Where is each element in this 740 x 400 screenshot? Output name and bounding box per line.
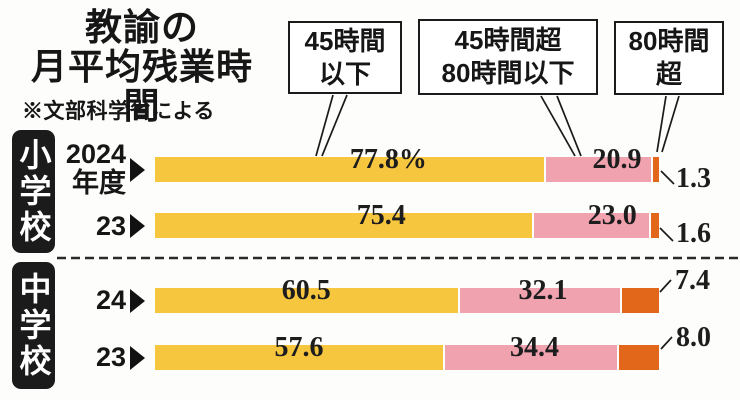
chart-title-line1: 教諭の [85, 7, 199, 48]
value-elem-2024-over80: 1.3 [676, 163, 711, 194]
year-label-elem-23: 23 [95, 211, 126, 241]
row-pointer-icon [130, 346, 145, 370]
legend-over-80h-line2: 超 [655, 59, 682, 89]
legend-under-45h-line1: 45時間 [304, 25, 386, 56]
year-label-jh-23: 23 [95, 342, 126, 372]
legend-over-80h: 80時間 超 [614, 21, 724, 95]
source-note: ※文部科学省による [22, 100, 215, 123]
value-jh-23-45to80: 34.4 [509, 332, 559, 363]
bar-elem-2024-45to80 [546, 157, 651, 182]
legend-45-to-80h: 45時間超 80時間以下 [418, 19, 598, 95]
bar-jh-23-45to80 [445, 345, 617, 370]
chart-title-line2: 月平均残業時間 [30, 45, 253, 126]
value-elem-23-under45: 75.4 [356, 200, 406, 231]
value-jh-24-under45: 60.5 [281, 275, 331, 306]
section-label-elementary: 小学校 [12, 130, 55, 253]
year-label-2024: 2024 年度 [40, 140, 126, 198]
bar-jh-24-45to80 [459, 288, 620, 313]
value-leader-lines [659, 170, 675, 350]
value-jh-23-over80: 8.0 [676, 322, 711, 353]
bar-jh-23-over80 [619, 345, 659, 370]
row-pointer-icon [130, 158, 145, 182]
value-elem-23-over80: 1.6 [676, 218, 711, 249]
year-label-2024-line2: 年度 [72, 168, 126, 198]
legend-under-45h-line2: 以下 [318, 58, 371, 89]
value-elem-2024-under45: 77.8% [349, 144, 427, 175]
value-jh-23-under45: 57.6 [274, 332, 324, 363]
bar-jh-23-under45 [155, 345, 443, 370]
row-pointer-icon [130, 289, 145, 313]
bar-elem-23-45to80 [534, 213, 649, 238]
bar-elem-2024-under45 [155, 157, 544, 182]
section-label-junior-high-text: 中学校 [15, 271, 52, 380]
section-label-junior-high: 中学校 [12, 262, 55, 389]
bar-jh-24-under45 [155, 288, 458, 313]
section-label-elementary-text: 小学校 [15, 137, 52, 246]
legend-45-to-80h-line2: 80時間以下 [441, 58, 575, 88]
year-label-2024-line1: 2024 [65, 139, 126, 169]
bar-jh-24-over80 [622, 288, 659, 313]
bar-elem-2024-over80 [652, 157, 659, 182]
legend-under-45h: 45時間 以下 [288, 21, 402, 94]
bar-elem-23-under45 [155, 213, 532, 238]
value-elem-2024-45to80: 20.9 [592, 144, 642, 175]
chart-title: 教諭の 月平均残業時間 [16, 8, 268, 126]
legend-over-80h-line1: 80時間 [628, 26, 710, 56]
bar-elem-23-over80 [651, 213, 659, 238]
value-elem-23-45to80: 23.0 [587, 200, 637, 231]
row-pointer-icon [130, 214, 145, 238]
value-jh-24-45to80: 32.1 [518, 275, 568, 306]
value-jh-24-over80: 7.4 [675, 265, 710, 296]
year-label-jh-24: 24 [95, 285, 126, 315]
legend-45-to-80h-line1: 45時間超 [454, 25, 562, 55]
